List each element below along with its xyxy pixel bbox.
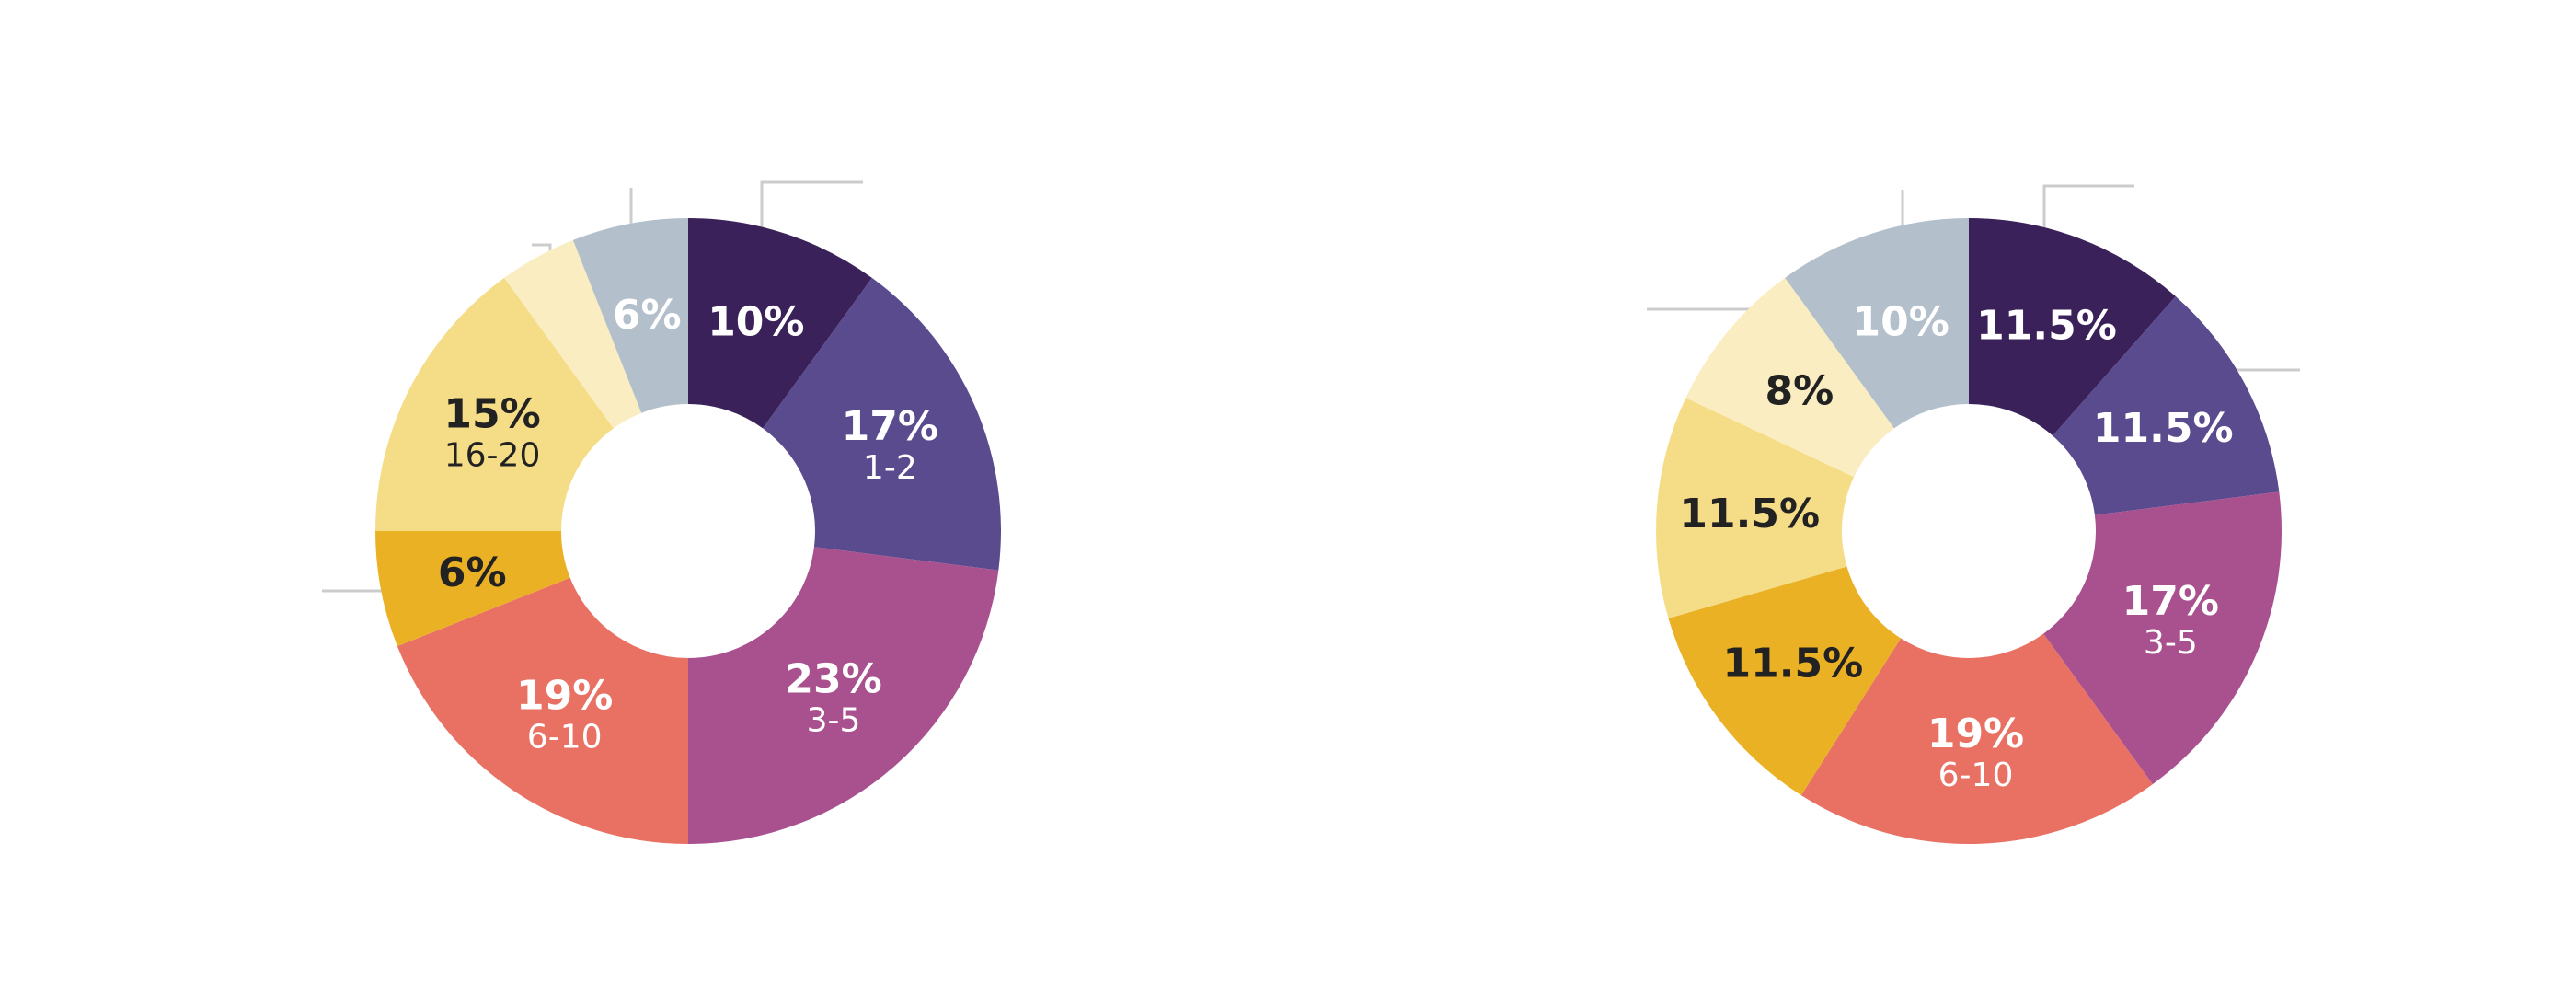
slice-percent-label: 11.5%: [1976, 302, 2117, 349]
slice-percent-label: 11.5%: [2093, 405, 2234, 452]
donut-slice: [375, 531, 570, 647]
donut-chart-1: 10% 17%1-2 23%3-5 19%6-10 6% 15%16-20 6%: [375, 218, 1001, 845]
donut-slice: [2043, 491, 2283, 785]
slice-percent-label: 17%: [2122, 578, 2219, 625]
donut-slice: [1656, 398, 1855, 618]
slice-range-label: 3-5: [2144, 624, 2198, 662]
donut-slice: [1800, 633, 2153, 844]
slice-range-label: 16-20: [444, 436, 541, 474]
slice-percent-label: 11.5%: [1679, 491, 1820, 537]
donut-slice: [688, 547, 999, 845]
slice-percent-label: 23%: [785, 655, 881, 702]
slice-percent-label: 11.5%: [1723, 641, 1864, 688]
slice-percent-label: 8%: [1765, 368, 1834, 415]
slice-percent-label: 17%: [842, 403, 938, 450]
slice-percent-label: 6%: [438, 549, 507, 596]
donut-slice: [572, 218, 688, 413]
slice-range-label: 1-2: [863, 449, 917, 487]
slice-percent-label: 6%: [613, 292, 682, 339]
slice-range-label: 6-10: [1938, 757, 2014, 794]
donut-slice: [763, 277, 1001, 571]
donut-slice: [1785, 218, 1969, 429]
slice-percent-label: 19%: [516, 673, 613, 720]
donut-slice: [504, 239, 642, 429]
slice-percent-label: 19%: [1927, 711, 2024, 757]
donut-slice: [1685, 277, 1894, 478]
slice-percent-label: 10%: [707, 299, 804, 346]
donut-slice: [2053, 295, 2280, 515]
donut-slice: [1668, 566, 1902, 796]
donut-slice: [1969, 218, 2176, 436]
donut-slice: [375, 277, 614, 531]
leader-line: [760, 180, 863, 236]
leader-line: [322, 578, 388, 593]
slice-percent-label: 10%: [1852, 299, 1949, 346]
donut-slice: [688, 218, 872, 429]
donut-slice: [397, 577, 688, 845]
slice-range-label: 6-10: [527, 719, 603, 757]
donut-chart-2: 11.5% 11.5% 17%3-5 19%6-10 11.5% 11.5% 8% 10%: [1656, 218, 2283, 844]
slice-percent-label: 15%: [443, 390, 540, 437]
slice-range-label: 3-5: [807, 701, 861, 739]
